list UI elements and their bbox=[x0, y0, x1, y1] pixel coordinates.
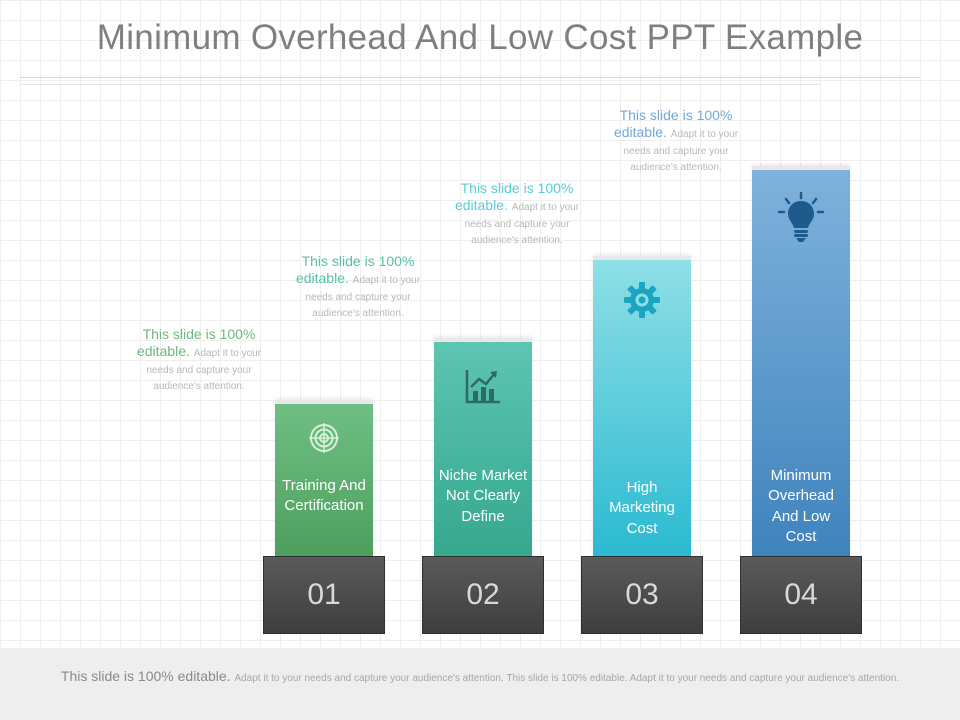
step-4-label: Minimum Overhead And Low Cost bbox=[768, 467, 834, 545]
step-4-bar: Minimum Overhead And Low Cost bbox=[752, 166, 850, 556]
step-2-note-head: This slide is 100% editable. bbox=[295, 253, 415, 286]
step-2-note-body: Adapt it to your needs and capture your … bbox=[305, 274, 421, 320]
step-3-number-box: 03 bbox=[581, 556, 703, 634]
step-1-note-head: This slide is 100% editable. bbox=[136, 326, 256, 359]
footer-note-body: Adapt it to your needs and capture your … bbox=[234, 673, 900, 684]
step-3-number: 03 bbox=[625, 578, 659, 611]
step-1-bar: Training And Certification bbox=[275, 400, 373, 556]
step-2-bar: Niche Market Not Clearly Define bbox=[434, 338, 532, 556]
step-4-number: 04 bbox=[784, 578, 818, 611]
step-3-note-body: Adapt it to your needs and capture your … bbox=[464, 201, 580, 247]
step-4-note-body: Adapt it to your needs and capture your … bbox=[623, 128, 739, 174]
step-1-note: This slide is 100% editable. Adapt it to… bbox=[124, 327, 274, 394]
step-2-number-box: 02 bbox=[422, 556, 544, 634]
step-3-note: This slide is 100% editable. Adapt it to… bbox=[442, 181, 592, 248]
title-divider-secondary bbox=[20, 84, 820, 85]
step-4-note: This slide is 100% editable. Adapt it to… bbox=[601, 108, 751, 175]
slide-title: Minimum Overhead And Low Cost PPT Exampl… bbox=[96, 18, 864, 57]
lightbulb-icon bbox=[775, 190, 827, 246]
step-3-label: High Marketing Cost bbox=[609, 479, 675, 537]
target-icon bbox=[304, 418, 344, 458]
step-2-note: This slide is 100% editable. Adapt it to… bbox=[283, 254, 433, 321]
step-1-number: 01 bbox=[307, 578, 341, 611]
step-2-label: Niche Market Not Clearly Define bbox=[438, 467, 528, 525]
step-3-note-head: This slide is 100% editable. bbox=[454, 180, 574, 213]
step-1-note-body: Adapt it to your needs and capture your … bbox=[146, 347, 262, 393]
step-1-number-box: 01 bbox=[263, 556, 385, 634]
footer-note-head: This slide is 100% editable. bbox=[60, 668, 235, 684]
step-1-label: Training And Certification bbox=[282, 477, 366, 515]
title-divider bbox=[20, 77, 920, 78]
growth-chart-icon bbox=[463, 366, 503, 406]
footer-note: This slide is 100% editable. Adapt it to… bbox=[0, 648, 960, 720]
step-4-note-head: This slide is 100% editable. bbox=[613, 107, 733, 140]
step-4-number-box: 04 bbox=[740, 556, 862, 634]
step-3-bar: High Marketing Cost bbox=[593, 256, 691, 556]
gear-icon bbox=[622, 280, 662, 320]
step-2-number: 02 bbox=[466, 578, 500, 611]
